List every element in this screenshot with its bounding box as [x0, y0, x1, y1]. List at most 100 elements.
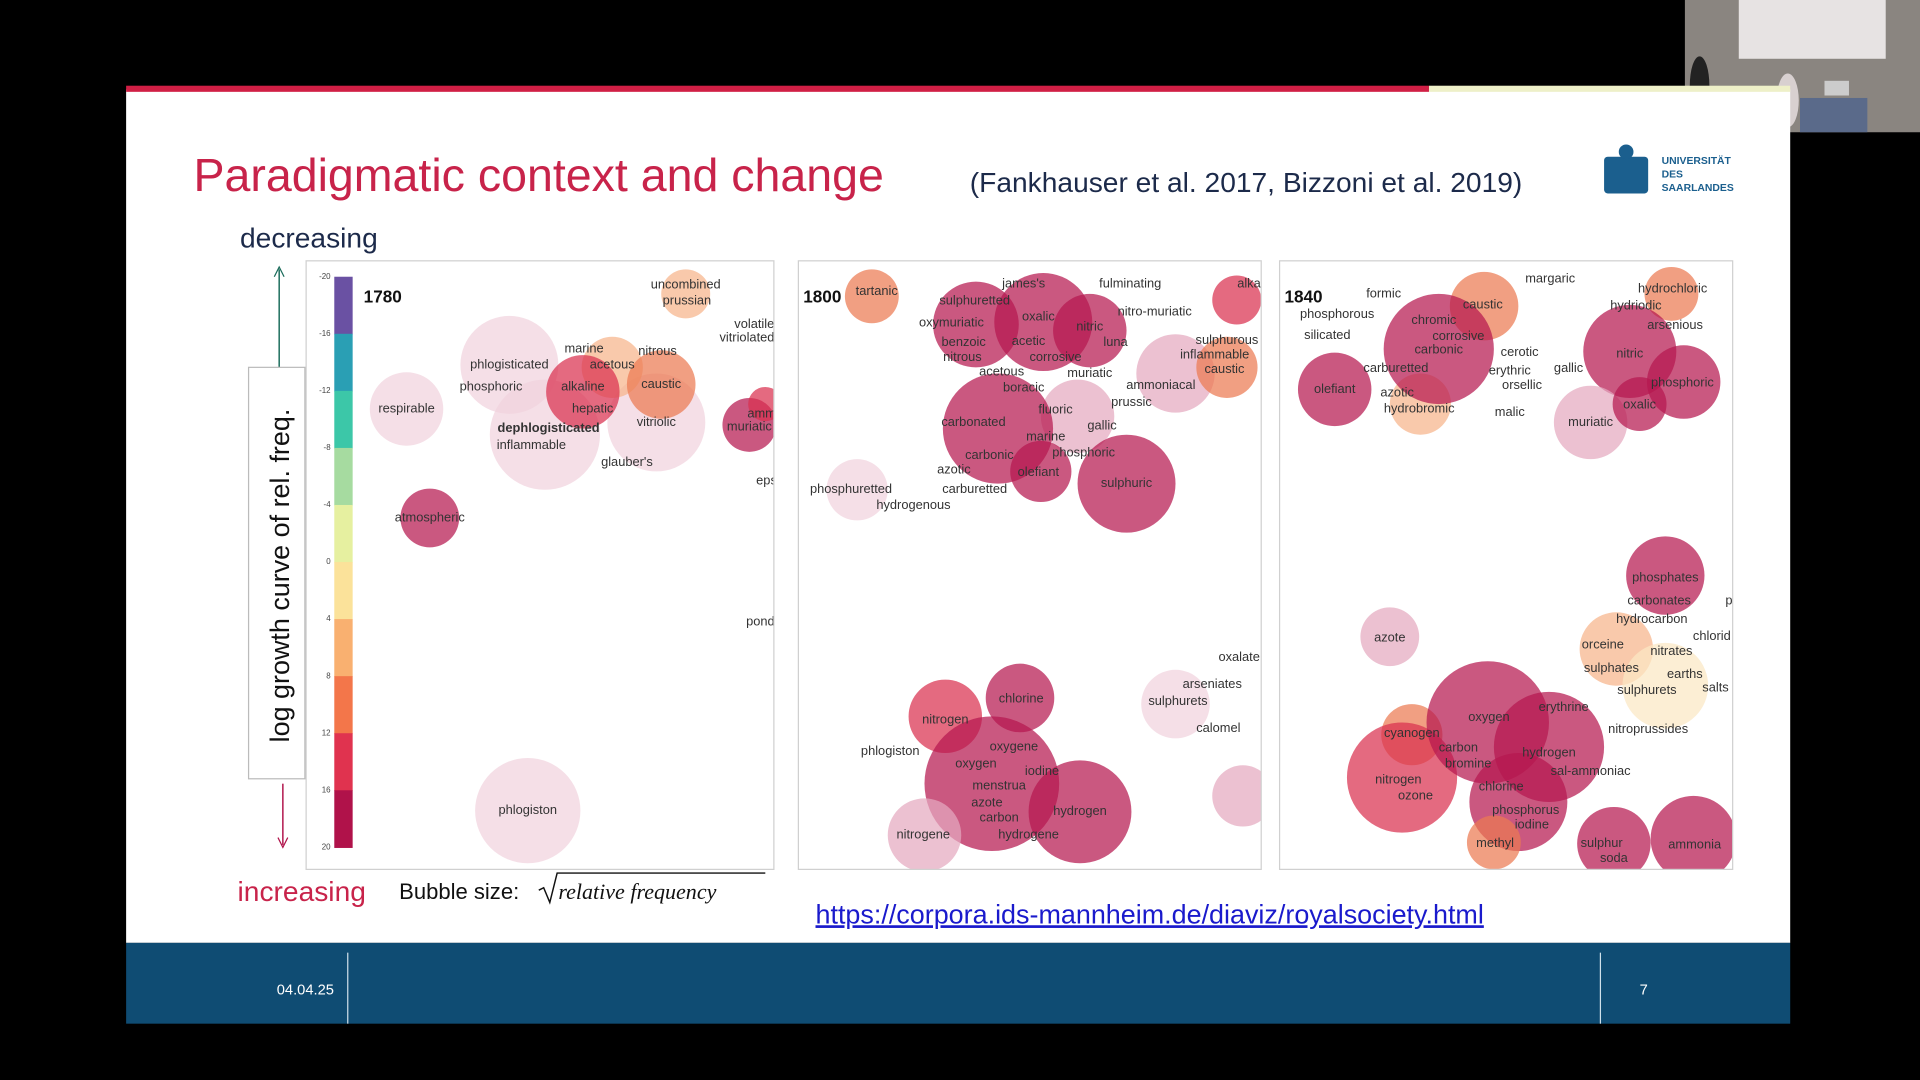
word-label: nitrates [1650, 643, 1692, 658]
word-label: carburetted [1363, 360, 1428, 375]
bubble [1136, 334, 1215, 413]
footer-page: 7 [1640, 982, 1648, 998]
bubble [1622, 642, 1709, 729]
word-label: tartanic [856, 283, 899, 298]
logo-text: DES [1662, 170, 1683, 181]
colorbar-tick: -12 [319, 386, 331, 395]
word-label: hydrochloric [1638, 280, 1708, 295]
word-label: calomel [1196, 720, 1240, 735]
word-label: luna [1103, 334, 1128, 349]
word-label: oxygene [990, 738, 1039, 753]
word-label: boracic [1003, 380, 1045, 395]
word-label: acetous [979, 364, 1024, 379]
word-label: sulphuric [1101, 475, 1153, 490]
word-label: phosphates [1632, 569, 1698, 584]
bubble [475, 757, 581, 864]
link-text[interactable]: https://corpora.ids-mannheim.de/diaviz/r… [816, 899, 1484, 929]
word-label: silicated [1304, 327, 1350, 342]
word-label: hydrocarbon [1616, 611, 1687, 626]
link[interactable]: https://corpora.ids-mannheim.de/diaviz/r… [816, 899, 1484, 929]
word-label: gallic [1554, 360, 1584, 375]
word-label: alka [1237, 275, 1261, 290]
word-label: fulminating [1099, 275, 1161, 290]
bubble [1010, 440, 1072, 503]
arrowhead [273, 265, 285, 278]
panel-year: 1780 [364, 286, 402, 306]
bubble [1040, 379, 1115, 454]
word-label: ammoniacal [1126, 377, 1195, 392]
word-label: carburetted [942, 481, 1007, 496]
word-label: corrosive [1432, 328, 1484, 343]
word-label: nitroprussides [1608, 721, 1688, 736]
word-label: iodine [1515, 817, 1549, 832]
bubble-panel: tartanic james's fulminating alka sulphurett… [798, 260, 1262, 870]
word-label: formic [1366, 285, 1402, 300]
bubble [1466, 815, 1521, 870]
word-label: phlogiston [861, 743, 920, 758]
word-label: cerotic [1501, 344, 1539, 359]
word-label: bromine [1445, 755, 1491, 770]
word-label: dephlogisticated [498, 420, 600, 435]
colorbar-tick: 20 [322, 842, 331, 851]
word-label: nitrous [943, 349, 982, 364]
bubble [826, 459, 888, 521]
axis-label: log growth curve of rel. freq. [265, 409, 295, 743]
word-label: nitric [1616, 345, 1644, 360]
word-label: sulphurous [1196, 332, 1259, 347]
slide-title: Paradigmatic context and change [193, 149, 883, 201]
word-label: gallic [1087, 418, 1117, 433]
word-label: caustic [641, 376, 682, 391]
word-label: margaric [1525, 271, 1576, 286]
word-label: oxalic [1022, 309, 1055, 324]
word-label: ozone [1398, 787, 1433, 802]
word-label: vitriolic [637, 414, 677, 429]
logo-text: UNIVERSITÄT [1662, 154, 1732, 167]
word-label: hydrogen [1053, 803, 1107, 818]
word-label: carbonates [1627, 593, 1691, 608]
word-label: phosphoric [460, 378, 523, 393]
bubble-size-label: Bubble size: [399, 879, 519, 904]
word-label: malic [1495, 404, 1526, 419]
word-label: ammonia [1668, 836, 1722, 851]
word-label: phosphorus [1492, 802, 1559, 817]
bubble [844, 269, 899, 324]
word-label: azote [971, 795, 1002, 810]
word-label: inflammable [1180, 346, 1249, 361]
word-label: uncombined [651, 277, 721, 292]
bubble [748, 386, 774, 422]
word-label: nitrogene [896, 826, 950, 841]
word-label: oxalate [1218, 649, 1259, 664]
bubble [1612, 377, 1667, 432]
word-label: muriatic [1568, 414, 1614, 429]
word-label: olefiant [1018, 464, 1060, 479]
word-label: phlogisticated [470, 356, 549, 371]
word-label: acetous [590, 356, 635, 371]
word-label: glauber's [601, 454, 653, 469]
colorbar-tick: 4 [326, 614, 331, 623]
colorbar-tick: -4 [324, 500, 332, 509]
word-label: chromic [1411, 312, 1457, 327]
word-label: marine [1026, 429, 1065, 444]
word-label: benzoic [942, 334, 987, 349]
word-label: oxygen [1468, 709, 1509, 724]
word-label: sulphates [1584, 660, 1639, 675]
word-label: chlorine [999, 691, 1044, 706]
bubble-size-formula: relative frequency [558, 879, 716, 904]
word-label: hydrogene [998, 826, 1059, 841]
word-label: hydriodic [1610, 298, 1662, 313]
logo: UNIVERSITÄT DES SAARLANDES [1604, 144, 1734, 194]
word-label: acetic [1012, 333, 1046, 348]
axis-label-box [247, 366, 306, 780]
bubble [985, 663, 1055, 733]
bubble [546, 355, 620, 429]
panel-year: 1800 [803, 286, 841, 306]
word-label: nitrogen [922, 711, 968, 726]
bubble [400, 488, 460, 548]
bubble [1028, 760, 1132, 864]
word-label: james's [1001, 275, 1045, 290]
word-label: oxymuriatic [919, 315, 985, 330]
footer-date: 04.04.25 [277, 982, 334, 998]
word-label: erythric [1489, 362, 1532, 377]
